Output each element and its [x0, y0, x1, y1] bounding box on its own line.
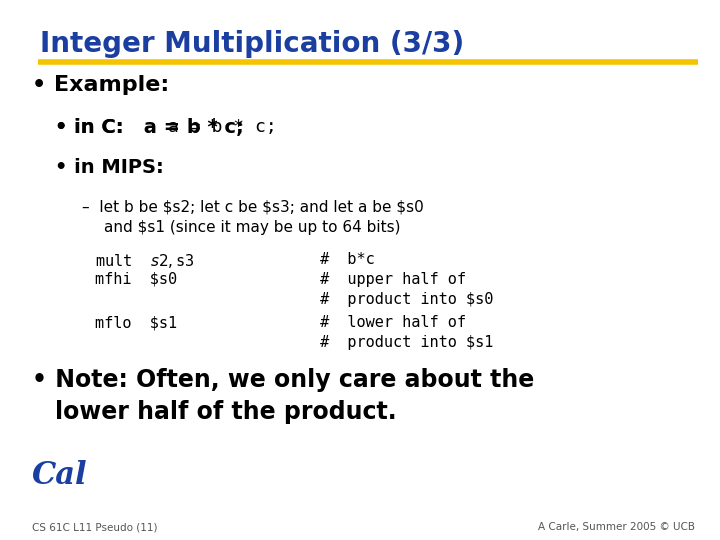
Text: • in MIPS:: • in MIPS:	[55, 158, 163, 177]
Text: #  upper half of: # upper half of	[320, 272, 466, 287]
Text: mfhi  $s0: mfhi $s0	[95, 272, 177, 287]
Text: #  b*c: # b*c	[320, 252, 374, 267]
Text: lower half of the product.: lower half of the product.	[55, 400, 397, 424]
Text: CS 61C L11 Pseudo (11): CS 61C L11 Pseudo (11)	[32, 522, 158, 532]
Text: • in C:   a = b * c;: • in C: a = b * c;	[55, 118, 244, 137]
Text: • Example:: • Example:	[32, 75, 169, 95]
Text: A Carle, Summer 2005 © UCB: A Carle, Summer 2005 © UCB	[538, 522, 695, 532]
Text: • Note: Often, we only care about the: • Note: Often, we only care about the	[32, 368, 534, 392]
Text: Cal: Cal	[32, 460, 88, 491]
Text: #  product into $s1: # product into $s1	[320, 335, 493, 350]
Text: • in C:: • in C:	[55, 118, 124, 137]
Text: mflo  $s1: mflo $s1	[95, 315, 177, 330]
Text: and $s1 (since it may be up to 64 bits): and $s1 (since it may be up to 64 bits)	[104, 220, 400, 235]
Text: #  product into $s0: # product into $s0	[320, 292, 493, 307]
Text: Integer Multiplication (3/3): Integer Multiplication (3/3)	[40, 30, 464, 58]
Text: a = b * c;: a = b * c;	[168, 118, 276, 136]
Text: –  let b be $s2; let c be $s3; and let a be $s0: – let b be $s2; let c be $s3; and let a …	[82, 200, 424, 215]
Text: #  lower half of: # lower half of	[320, 315, 466, 330]
Text: mult  $s2,$s3: mult $s2,$s3	[95, 252, 194, 270]
